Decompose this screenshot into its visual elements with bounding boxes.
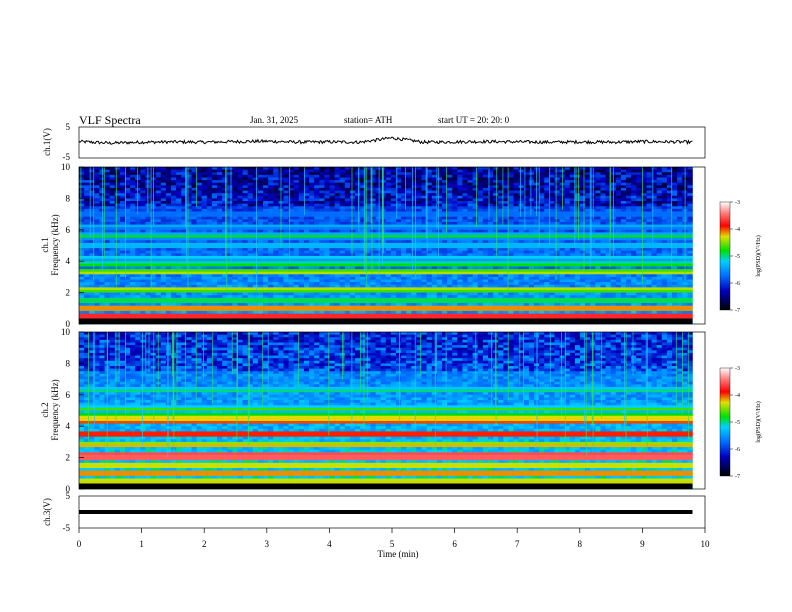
xtick-label: 7 — [515, 539, 520, 549]
spectrogram-ch1-image — [79, 167, 693, 325]
xtick-label: 2 — [202, 539, 207, 549]
xtick-label: 8 — [578, 539, 583, 549]
x-axis-ticks: 0 1 2 3 4 5 6 7 8 9 10 — [77, 528, 710, 549]
ch1-waveform-ylabel: ch.1(V) — [42, 128, 52, 156]
ytick-label: 0 — [66, 484, 71, 494]
waveform-top-panel: 5 -5 ch.1(V) — [42, 122, 706, 162]
xtick-label: 10 — [701, 539, 711, 549]
spectrogram-ch1-frame — [78, 166, 706, 325]
ytick-label: 2 — [66, 288, 71, 298]
colorbar-tick-label: -7 — [735, 308, 740, 314]
ch1-ytick-top: 5 — [66, 122, 71, 132]
colorbar-ch2-label: log(PSD)(V²/Hz) — [755, 401, 762, 442]
ch3-ytick-bottom: -5 — [63, 523, 71, 533]
chart-title: VLF Spectra — [79, 113, 141, 127]
colorbar-ch1-gradient — [719, 201, 731, 311]
colorbar-tick-label: -5 — [735, 420, 740, 426]
colorbar-tick-label: -3 — [735, 200, 740, 206]
ytick-label: 2 — [66, 453, 71, 463]
date-label: Jan. 31, 2025 — [250, 115, 298, 125]
ch3-waveform-ylabel: ch.3(V) — [42, 498, 52, 526]
colorbar-tick-label: -5 — [735, 254, 740, 260]
colorbar-tick-label: -6 — [735, 281, 740, 287]
spectrogram-ch2-image — [79, 332, 693, 490]
colorbar-tick-label: -4 — [735, 227, 740, 233]
colorbar-ch1: -3 -4 -5 -6 -7 log(PSD)(V²/Hz) — [719, 200, 762, 314]
ytick-label: 8 — [66, 193, 71, 203]
xtick-label: 9 — [640, 539, 645, 549]
ytick-label: 6 — [66, 390, 71, 400]
colorbar-tick-label: -4 — [735, 393, 740, 399]
xtick-label: 6 — [452, 539, 457, 549]
ytick-label: 8 — [66, 358, 71, 368]
ytick-label: 0 — [66, 319, 71, 329]
spectrogram-ch1-ylabel-ch: ch.1 — [40, 237, 50, 252]
ch1-waveform-line — [78, 136, 693, 146]
xtick-label: 0 — [77, 539, 82, 549]
spectrogram-ch1-panel: 10 8 6 4 2 0 ch.1 Frequency (kHz) — [40, 162, 706, 329]
spectrogram-ch2-frame — [78, 331, 706, 490]
start-time-label: start UT = 20: 20: 0 — [438, 115, 510, 125]
xtick-label: 1 — [139, 539, 144, 549]
x-axis-label: Time (min) — [378, 549, 419, 559]
ytick-label: 10 — [61, 327, 71, 337]
station-label: station= ATH — [344, 115, 393, 125]
spectrogram-ch1-ylabel-freq: Frequency (kHz) — [50, 214, 60, 275]
ch1-ytick-bottom: -5 — [63, 152, 71, 162]
spectrogram-ch2-ylabel-ch: ch.2 — [40, 402, 50, 417]
ch3-ytick-top: 5 — [66, 491, 71, 501]
ytick-label: 4 — [66, 256, 71, 266]
colorbar-tick-label: -3 — [735, 366, 740, 372]
colorbar-ch2-gradient — [719, 367, 731, 477]
ytick-label: 6 — [66, 225, 71, 235]
xtick-label: 4 — [327, 539, 332, 549]
colorbar-ch1-label: log(PSD)(V²/Hz) — [755, 235, 762, 276]
spectrogram-ch2-ylabel-freq: Frequency (kHz) — [50, 379, 60, 440]
colorbar-tick-label: -7 — [735, 474, 740, 480]
ytick-label: 4 — [66, 421, 71, 431]
spectrogram-ch2-panel: 10 8 6 4 2 0 ch.2 Frequency (kHz) — [40, 327, 706, 494]
colorbar-ch2: -3 -4 -5 -6 -7 log(PSD)(V²/Hz) — [719, 366, 762, 480]
xtick-label: 3 — [265, 539, 270, 549]
waveform-bottom-panel: 5 -5 ch.3(V) — [42, 491, 706, 533]
xtick-label: 5 — [390, 539, 395, 549]
colorbar-tick-label: -6 — [735, 447, 740, 453]
ytick-label: 10 — [61, 162, 71, 172]
